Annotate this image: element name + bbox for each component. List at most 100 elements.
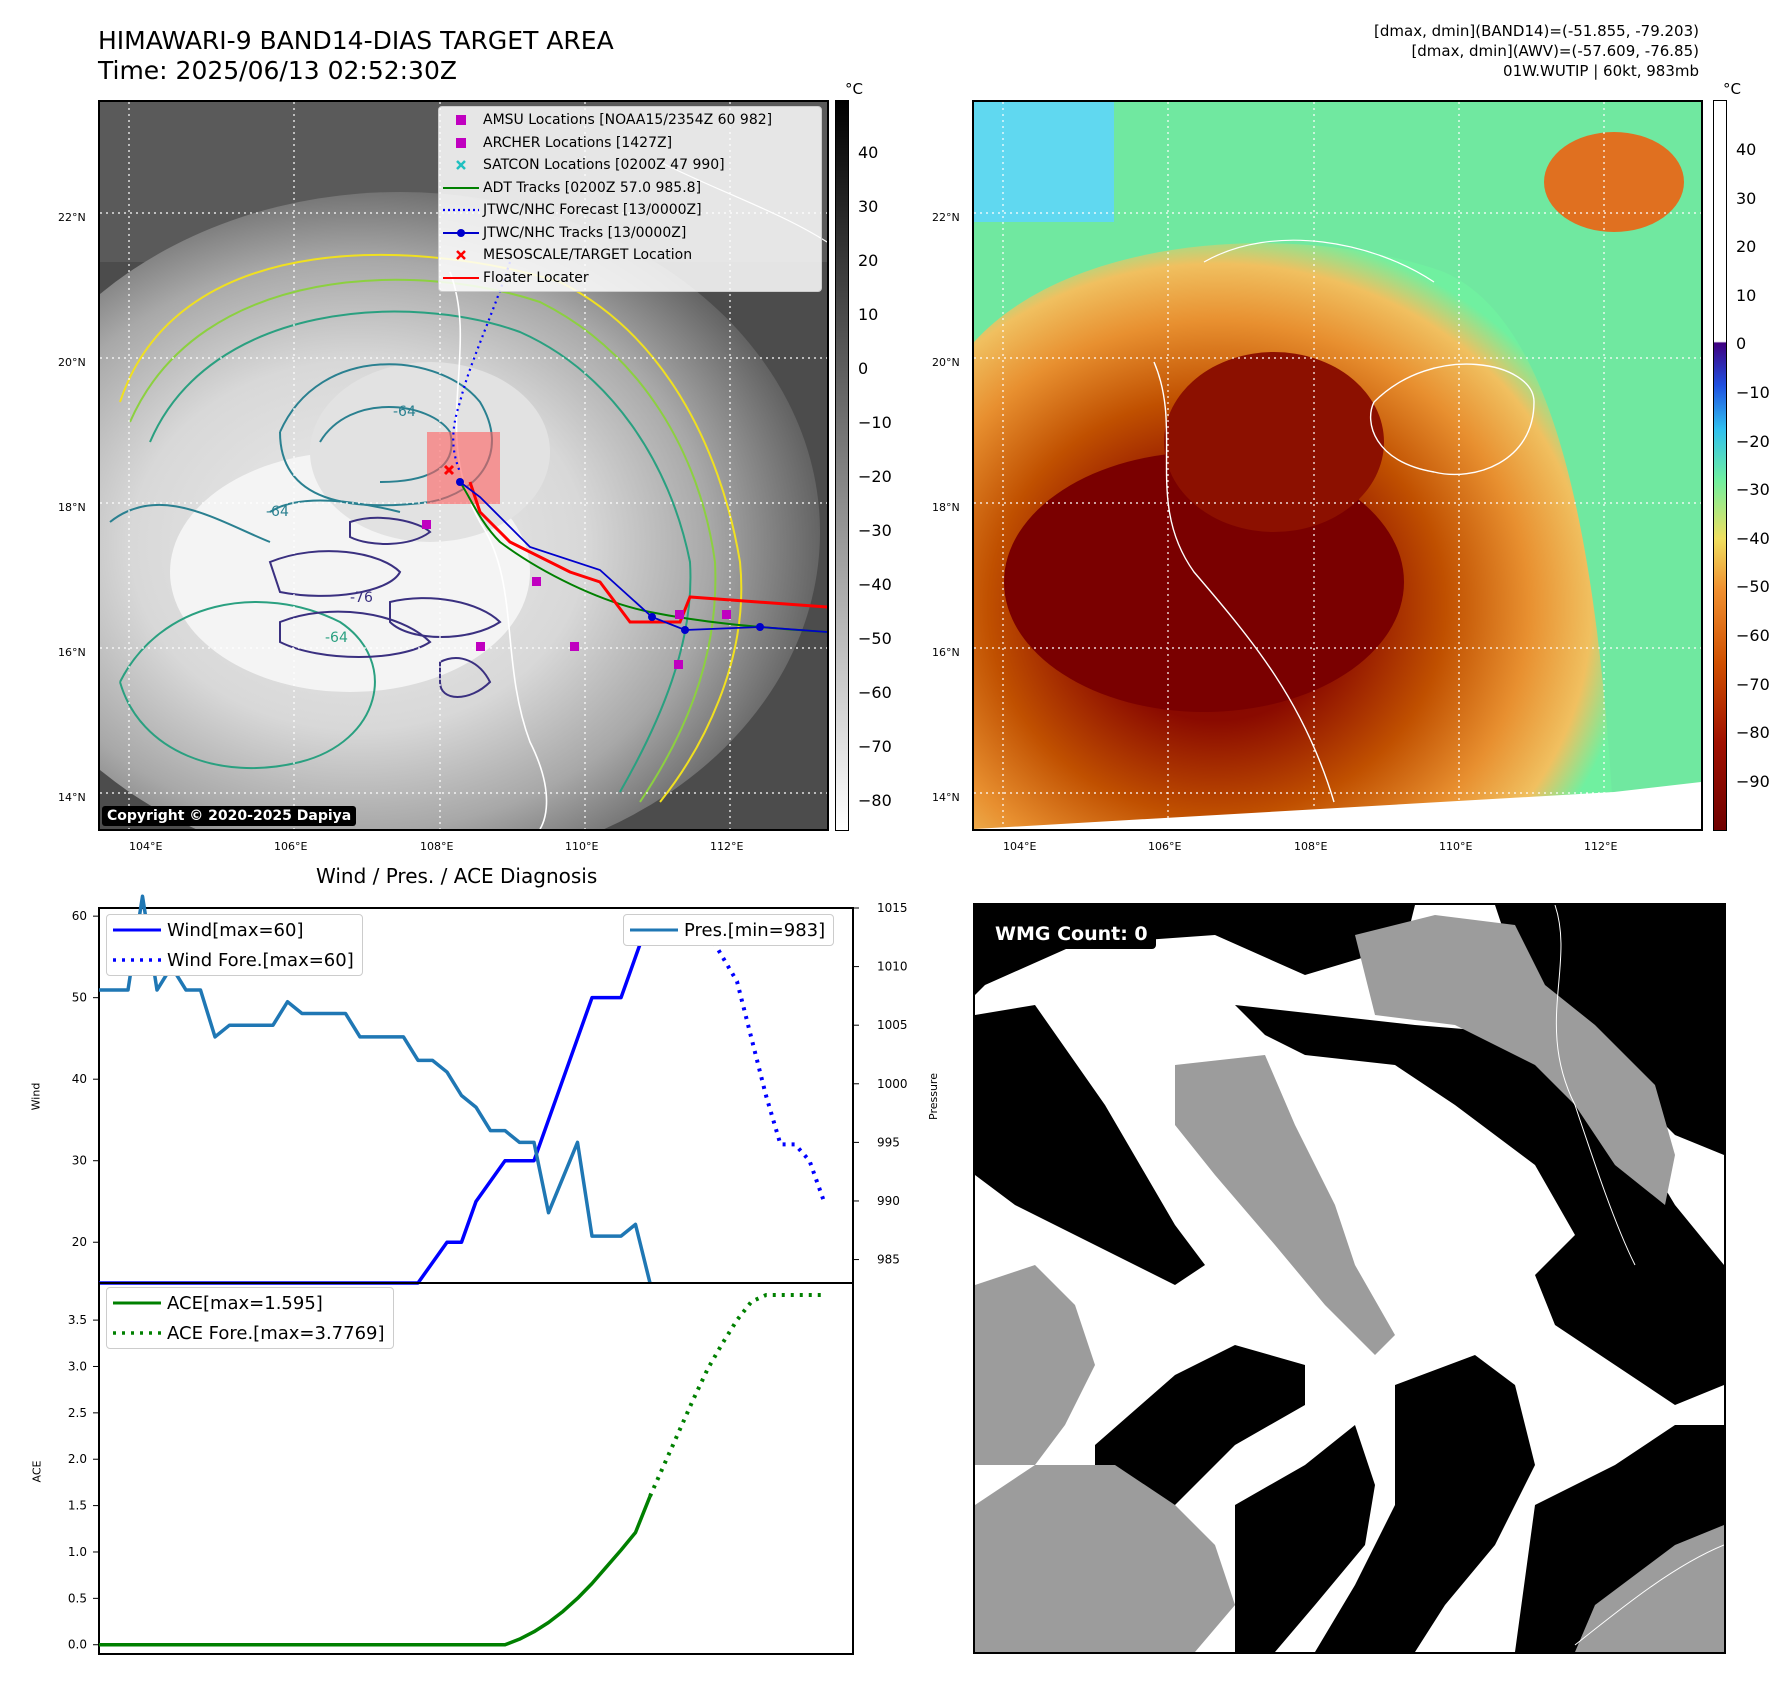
legend-label: JTWC/NHC Forecast [13/0000Z]: [483, 202, 702, 219]
lat-label: 18°N: [58, 501, 86, 514]
contour-label: -64: [393, 404, 416, 420]
legend-item: JTWC/NHC Forecast [13/0000Z]: [439, 199, 821, 222]
legend-label: AMSU Locations [NOAA15/2354Z 60 982]: [483, 112, 773, 129]
ace-series-line-0: [99, 1495, 652, 1647]
map-time: Time: 2025/06/13 02:52:30Z: [98, 56, 457, 85]
ace-tick-label: 1.0: [68, 1545, 87, 1559]
awv-colorbar: [1713, 100, 1727, 831]
legend-label: ACE[max=1.595]: [167, 1292, 323, 1314]
awv-map-panel: [972, 100, 1703, 831]
lon-label: 106°E: [274, 840, 308, 853]
legend-item: ACE[max=1.595]: [107, 1288, 393, 1318]
info-line: 01W.WUTIP | 60kt, 983mb: [1503, 62, 1699, 80]
x-marker-icon: [439, 249, 483, 261]
lat-label: 22°N: [932, 211, 960, 224]
legend-item: Wind[max=60]: [107, 915, 362, 945]
pressure-tick-label: 1000: [877, 1077, 908, 1091]
lat-label: 22°N: [58, 211, 86, 224]
lat-label: 16°N: [58, 646, 86, 659]
lat-label: 16°N: [932, 646, 960, 659]
colorbar-tick: −50: [858, 629, 892, 648]
lon-label: 112°E: [1584, 840, 1618, 853]
colorbar-tick: 10: [1736, 285, 1757, 305]
contour-label: -64: [325, 630, 348, 646]
pressure-tick-label: 1010: [877, 960, 908, 974]
square-marker-icon: [439, 115, 483, 126]
legend-item: AMSU Locations [NOAA15/2354Z 60 982]: [439, 109, 821, 132]
square-marker-icon: [439, 137, 483, 148]
ace-tick-label: 0.0: [68, 1638, 87, 1652]
ace-tick-label: 2.5: [68, 1406, 87, 1420]
wind-tick-label: 20: [72, 1235, 87, 1249]
pressure-tick-label: 1015: [877, 901, 908, 915]
colorbar-tick: 20: [858, 251, 879, 270]
ace-tick-label: 0.5: [68, 1591, 87, 1605]
colorbar-tick: 40: [1736, 140, 1757, 159]
legend-label: JTWC/NHC Tracks [13/0000Z]: [483, 224, 687, 241]
colorbar-tick: −10: [858, 413, 892, 432]
contour-label: -64: [266, 504, 289, 520]
ace-legend: ACE[max=1.595] ACE Fore.[max=3.7769]: [106, 1287, 394, 1349]
legend-item: JTWC/NHC Tracks [13/0000Z]: [439, 222, 821, 245]
lon-label: 108°E: [420, 840, 454, 853]
lon-label: 112°E: [710, 840, 744, 853]
dot-line-icon: [439, 228, 483, 238]
lon-label: 106°E: [1148, 840, 1182, 853]
legend-label: ACE Fore.[max=3.7769]: [167, 1322, 385, 1344]
wind-tick-label: 40: [72, 1072, 87, 1086]
legend-item: ARCHER Locations [1427Z]: [439, 132, 821, 155]
legend-label: SATCON Locations [0200Z 47 990]: [483, 157, 725, 174]
wind-legend: Wind[max=60] Wind Fore.[max=60]: [106, 914, 363, 976]
colorbar-tick: 0: [858, 359, 869, 378]
ace-frame: [98, 1282, 854, 1655]
colorbar-tick: 30: [1736, 188, 1757, 208]
pressure-tick-label: 990: [877, 1194, 900, 1208]
ace-series-line-1: [648, 1293, 824, 1498]
solid-line-icon: [439, 275, 483, 281]
colorbar-tick: −30: [858, 521, 892, 540]
colorbar-tick: −60: [858, 683, 892, 702]
legend-item: ACE Fore.[max=3.7769]: [107, 1318, 393, 1348]
lon-label: 110°E: [565, 840, 599, 853]
colorbar-tick: −20: [1736, 431, 1770, 451]
diagnosis-title: Wind / Pres. / ACE Diagnosis: [316, 864, 598, 888]
diagnosis-chart: 60 50 40 30 20 1015 1010 1005 1000 995 990 985 3.5 3.…: [68, 894, 908, 1655]
solid-line-icon: [624, 927, 684, 933]
colorbar-tick: −60: [1736, 626, 1770, 645]
colorbar-tick: −40: [1736, 528, 1770, 548]
lon-label: 108°E: [1294, 840, 1328, 853]
ir-map-image: [100, 102, 827, 829]
lat-label: 14°N: [932, 791, 960, 804]
lat-label: 18°N: [932, 501, 960, 514]
series-line-1: [678, 914, 826, 1203]
info-line: [dmax, dmin](AWV)=(-57.609, -76.85): [1411, 42, 1699, 60]
legend-label: ADT Tracks [0200Z 57.0 985.8]: [483, 179, 702, 196]
legend-item: ADT Tracks [0200Z 57.0 985.8]: [439, 177, 821, 200]
series-line-2: [99, 894, 652, 1284]
pressure-tick-label: 995: [877, 1135, 900, 1149]
colorbar-tick: −90: [1736, 771, 1770, 791]
legend-label: Floater Locater: [483, 269, 589, 286]
contour-label: -76: [350, 590, 373, 606]
ace-tick-label: 3.5: [68, 1313, 87, 1327]
ir-map-panel: Copyright © 2020-2025 Dapiya -64 -64 -76…: [98, 100, 829, 831]
legend-item: SATCON Locations [0200Z 47 990]: [439, 154, 821, 177]
dotted-line-icon: [439, 207, 483, 213]
lon-label: 104°E: [129, 840, 163, 853]
colorbar-tick: −10: [1736, 383, 1770, 402]
legend-item: Pres.[min=983]: [624, 915, 833, 945]
colorbar-tick: −80: [1736, 723, 1770, 743]
pressure-tick-label: 1005: [877, 1018, 908, 1032]
wmg-count-label: WMG Count: 0: [987, 919, 1156, 949]
colorbar-tick: −30: [1736, 480, 1770, 500]
legend-label: Pres.[min=983]: [684, 919, 826, 941]
pressure-tick-label: 985: [877, 1253, 900, 1267]
lon-label: 104°E: [1003, 840, 1037, 853]
lat-label: 20°N: [58, 356, 86, 369]
colorbar-tick: −80: [858, 791, 892, 810]
solid-line-icon: [439, 185, 483, 191]
info-line: [dmax, dmin](BAND14)=(-51.855, -79.203): [1374, 22, 1699, 40]
awv-map-image: [974, 102, 1701, 829]
wind-tick-label: 60: [72, 909, 87, 923]
dotted-line-icon: [107, 1330, 167, 1336]
